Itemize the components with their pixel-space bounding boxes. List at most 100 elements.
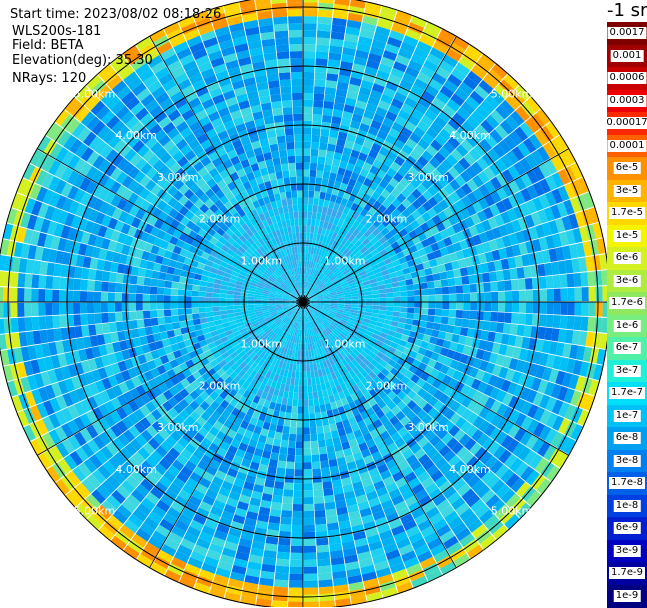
data-bin: [294, 476, 303, 483]
data-bin: [304, 518, 315, 525]
data-bin: [303, 37, 316, 44]
data-bin: [328, 179, 335, 187]
data-bin: [433, 273, 441, 281]
data-bin: [316, 419, 323, 427]
data-bin: [294, 483, 303, 490]
data-bin: [303, 0, 318, 3]
data-bin: [311, 219, 316, 226]
data-bin: [292, 406, 298, 413]
data-bin: [157, 287, 164, 295]
data-bin: [448, 317, 456, 325]
data-bin: [580, 317, 588, 331]
data-bin: [88, 269, 96, 280]
data-bin: [193, 279, 201, 285]
data-bin: [352, 299, 359, 302]
data-bin: [130, 320, 138, 329]
data-bin: [504, 313, 512, 324]
data-bin: [470, 293, 477, 302]
data-bin: [247, 296, 254, 299]
data-bin: [323, 488, 333, 496]
data-bin: [470, 302, 477, 311]
data-bin: [25, 317, 33, 331]
data-bin: [372, 306, 379, 310]
data-bin: [379, 310, 386, 315]
data-bin: [439, 324, 447, 332]
data-bin: [380, 302, 387, 306]
data-bin: [393, 311, 401, 316]
data-bin: [303, 399, 308, 406]
data-bin: [213, 288, 220, 293]
data-bin: [539, 276, 547, 288]
data-bin: [325, 157, 333, 165]
data-bin: [314, 86, 325, 94]
data-bin: [226, 298, 233, 302]
data-bin: [428, 288, 435, 295]
data-bin: [285, 468, 294, 476]
data-bin: [314, 496, 324, 504]
data-bin: [304, 546, 316, 553]
data-bin: [326, 80, 338, 88]
data-bin: [462, 285, 470, 294]
data-bin: [406, 313, 414, 319]
data-bin: [270, 452, 279, 460]
data-bin: [468, 319, 476, 328]
data-bin: [595, 286, 602, 301]
data-bin: [352, 296, 359, 299]
data-bin: [303, 406, 309, 413]
data-bin: [491, 302, 498, 312]
data-bin: [277, 418, 284, 426]
data-bin: [164, 302, 171, 309]
data-bin: [449, 310, 457, 318]
data-bin: [319, 586, 334, 594]
data-bin: [303, 100, 313, 107]
data-bin: [292, 525, 303, 532]
data-bin: [291, 539, 303, 546]
data-bin: [108, 312, 116, 322]
data-bin: [314, 191, 320, 199]
data-bin: [3, 303, 10, 318]
data-bin: [456, 302, 463, 310]
data-bin: [435, 309, 442, 316]
data-bin: [136, 303, 143, 311]
data-bin: [31, 274, 39, 288]
data-bin: [418, 327, 426, 334]
data-bin: [322, 178, 329, 186]
data-bin: [307, 371, 311, 378]
data-bin: [313, 107, 323, 115]
data-bin: [304, 560, 317, 567]
data-bin: [157, 310, 165, 318]
data-bin: [24, 274, 32, 288]
data-bin: [272, 495, 283, 503]
data-bin: [233, 299, 240, 302]
data-bin: [546, 315, 554, 328]
data-bin: [326, 150, 335, 158]
data-bin: [179, 276, 187, 283]
data-bin: [498, 302, 505, 312]
data-bin: [276, 559, 289, 567]
data-bin: [320, 460, 329, 468]
data-bin: [387, 302, 394, 306]
data-bin: [496, 270, 504, 281]
data-bin: [199, 286, 207, 292]
data-bin: [568, 288, 575, 301]
data-bin: [205, 302, 212, 307]
data-bin: [525, 314, 533, 326]
data-bin: [323, 101, 334, 109]
data-bin: [435, 295, 442, 302]
data-bin: [303, 427, 310, 434]
data-bin: [52, 303, 59, 315]
data-bin: [484, 302, 491, 311]
data-bin: [172, 275, 180, 283]
data-bin: [282, 496, 292, 504]
data-bin: [456, 285, 464, 293]
data-bin: [157, 280, 165, 288]
data-bin: [386, 293, 393, 298]
data-bin: [421, 302, 428, 308]
data-bin: [455, 318, 463, 327]
data-bin: [304, 594, 319, 601]
data-bin: [293, 490, 303, 497]
data-bin: [178, 289, 185, 296]
data-bin: [269, 516, 281, 524]
data-bin: [304, 462, 312, 469]
data-bin: [129, 284, 137, 293]
